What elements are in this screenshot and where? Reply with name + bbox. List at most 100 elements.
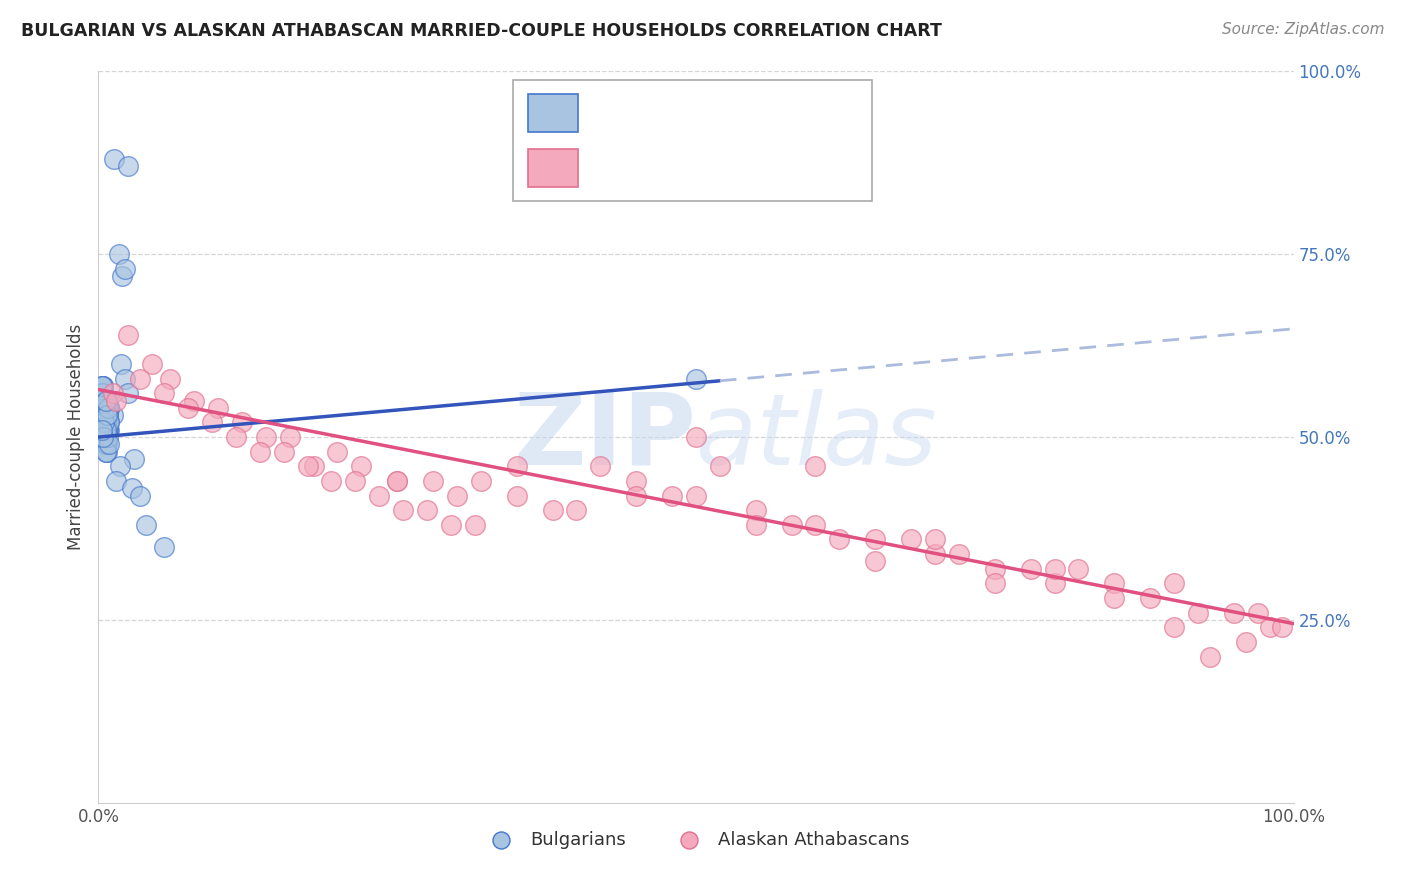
Point	[117, 327, 139, 342]
Point	[273, 444, 295, 458]
Point	[98, 416, 121, 430]
Point	[541, 503, 564, 517]
Point	[93, 393, 115, 408]
Point	[153, 540, 176, 554]
Point	[91, 393, 114, 408]
Point	[98, 401, 121, 415]
Point	[97, 401, 120, 415]
Point	[1223, 606, 1246, 620]
Point	[91, 379, 114, 393]
Point	[302, 459, 325, 474]
Point	[1104, 591, 1126, 605]
Text: 74: 74	[807, 158, 832, 177]
Point	[97, 416, 120, 430]
Point	[900, 533, 922, 547]
Point	[1019, 562, 1042, 576]
Point	[804, 459, 827, 474]
Point	[626, 474, 648, 488]
Point	[297, 459, 319, 474]
Point	[94, 393, 117, 408]
Point	[98, 416, 121, 430]
Point	[91, 430, 114, 444]
Text: 0.075: 0.075	[645, 103, 702, 122]
Point	[321, 474, 343, 488]
Point	[565, 503, 588, 517]
Point	[129, 371, 152, 385]
Point	[350, 459, 373, 474]
Point	[93, 416, 115, 430]
Point	[91, 379, 114, 393]
Point	[91, 401, 114, 415]
Point	[225, 430, 247, 444]
Point	[91, 408, 114, 422]
Point	[93, 416, 115, 430]
Point	[1271, 620, 1294, 634]
Point	[96, 444, 118, 458]
Point	[201, 416, 224, 430]
Point	[177, 401, 200, 415]
Point	[865, 533, 887, 547]
FancyBboxPatch shape	[527, 94, 578, 132]
Point	[93, 416, 115, 430]
Point	[91, 379, 114, 393]
Point	[440, 517, 463, 532]
Point	[1163, 620, 1185, 634]
Point	[93, 401, 115, 415]
Point	[804, 517, 827, 532]
Point	[231, 416, 253, 430]
Point	[114, 261, 136, 276]
Text: Source: ZipAtlas.com: Source: ZipAtlas.com	[1222, 22, 1385, 37]
Point	[101, 408, 124, 422]
FancyBboxPatch shape	[527, 149, 578, 187]
Point	[506, 459, 529, 474]
Point	[98, 423, 121, 437]
Point	[159, 371, 181, 385]
Point	[105, 474, 128, 488]
Point	[97, 423, 120, 437]
Point	[984, 562, 1007, 576]
Text: R =: R =	[592, 103, 634, 122]
Point	[984, 576, 1007, 591]
Point	[685, 371, 707, 385]
Point	[94, 437, 117, 451]
Text: N =: N =	[735, 103, 792, 122]
Y-axis label: Married-couple Households: Married-couple Households	[66, 324, 84, 550]
Point	[103, 152, 125, 166]
Point	[97, 408, 120, 422]
Point	[91, 386, 114, 401]
Point	[97, 393, 120, 408]
Point	[93, 423, 115, 437]
Point	[1199, 649, 1222, 664]
Point	[91, 408, 114, 422]
Point	[107, 247, 129, 261]
Point	[1187, 606, 1209, 620]
Point	[96, 408, 118, 422]
Point	[1067, 562, 1090, 576]
Point	[865, 554, 887, 568]
Point	[93, 393, 115, 408]
Point	[94, 430, 117, 444]
Point	[745, 517, 768, 532]
Point	[96, 393, 118, 408]
Point	[828, 533, 851, 547]
Point	[91, 386, 114, 401]
Point	[91, 430, 114, 444]
Point	[94, 444, 117, 458]
Point	[924, 547, 946, 561]
FancyBboxPatch shape	[513, 80, 872, 201]
Point	[385, 474, 409, 488]
Point	[385, 474, 409, 488]
Point	[96, 437, 118, 451]
Point	[1043, 562, 1066, 576]
Point	[91, 379, 114, 393]
Point	[94, 416, 117, 430]
Point	[422, 474, 444, 488]
Point	[446, 489, 468, 503]
Point	[392, 503, 415, 517]
Point	[114, 371, 136, 385]
Point	[108, 459, 131, 474]
Point	[111, 269, 134, 284]
Point	[745, 503, 768, 517]
Point	[98, 401, 121, 415]
Point	[326, 444, 349, 458]
